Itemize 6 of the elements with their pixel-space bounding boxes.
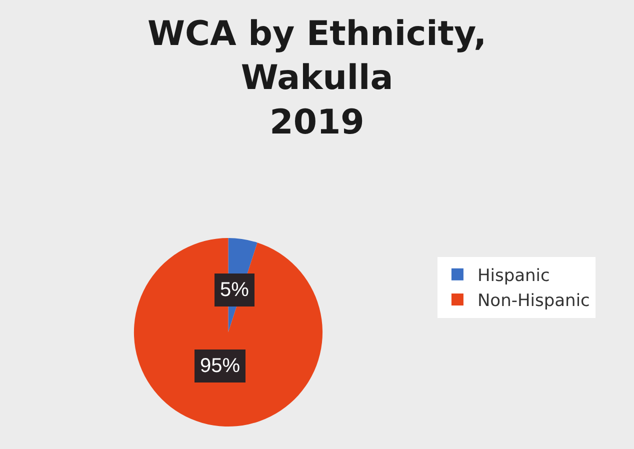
legend-label: Non-Hispanic — [477, 291, 590, 312]
data-label: 95% — [200, 355, 240, 377]
data-label: 5% — [220, 279, 250, 301]
pie-slice — [134, 238, 322, 427]
legend-label: Hispanic — [477, 266, 550, 286]
chart-title: WCA by Ethnicity, Wakulla 2019 — [148, 14, 486, 142]
